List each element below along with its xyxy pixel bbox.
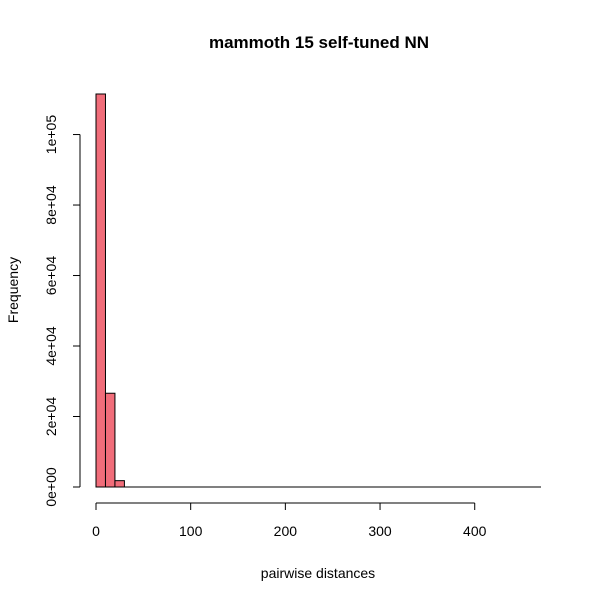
histogram-bar-0 [95,93,106,488]
y-tick-label-4: 8e+04 [43,185,59,225]
y-tick-label-3: 6e+04 [43,256,59,296]
y-tick-label-1: 2e+04 [43,397,59,437]
x-tick-label-1: 100 [179,523,203,539]
y-tick-label-2: 4e+04 [43,326,59,366]
x-tick-label-3: 300 [368,523,392,539]
chart-title: mammoth 15 self-tuned NN [209,33,429,52]
histogram-bar-1 [104,392,116,488]
x-tick-label-4: 400 [463,523,487,539]
x-tick-label-0: 0 [92,523,100,539]
histogram-bars [95,93,541,488]
x-axis-label: pairwise distances [261,565,375,581]
y-tick-label-5: 1e+05 [43,115,59,155]
histogram-bar-2 [114,480,125,488]
y-axis-label: Frequency [5,257,21,323]
y-axis: 0e+00 2e+04 4e+04 6e+04 8e+04 1e+05 [43,115,81,507]
y-tick-label-0: 0e+00 [43,467,59,507]
x-axis: 0 100 200 300 400 [92,502,487,539]
x-tick-label-2: 200 [274,523,298,539]
